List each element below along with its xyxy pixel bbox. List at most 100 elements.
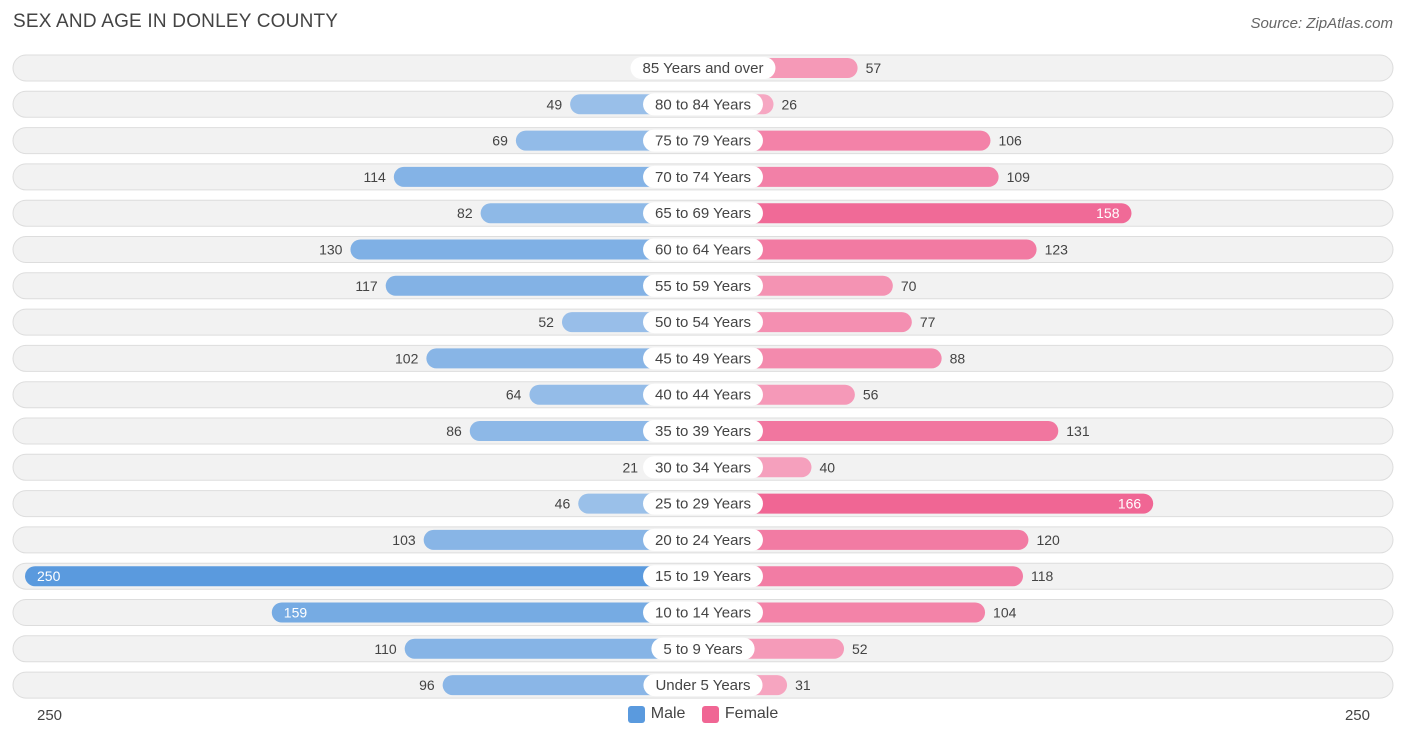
female-value-label-35-to-39-years: 131 <box>1066 423 1090 439</box>
category-label-55-to-59-years: 55 to 59 Years <box>655 278 751 295</box>
male-bar-60-to-64-years[interactable] <box>350 239 703 260</box>
category-pill-30-to-34-years <box>643 456 763 479</box>
male-value-label-35-to-39-years: 86 <box>446 423 462 439</box>
male-bar-5-to-9-years[interactable] <box>404 638 703 659</box>
category-pill-35-to-39-years <box>643 420 763 442</box>
category-pill-45-to-49-years <box>643 347 763 370</box>
male-bar-55-to-59-years[interactable] <box>385 275 703 296</box>
female-bar-20-to-24-years[interactable] <box>703 529 1029 550</box>
male-value-label-40-to-44-years: 64 <box>506 387 522 403</box>
female-value-label-5-to-9-years: 52 <box>852 641 868 657</box>
category-pill-40-to-44-years <box>643 383 763 406</box>
male-value-label-20-to-24-years: 103 <box>392 532 416 548</box>
male-value-label-45-to-49-years: 102 <box>395 350 419 366</box>
female-bar-70-to-74-years[interactable] <box>703 166 999 187</box>
category-pill-50-to-54-years <box>643 311 763 334</box>
legend-swatch-female <box>701 705 719 723</box>
category-label-60-to-64-years: 60 to 64 Years <box>655 242 751 259</box>
legend-swatch-male <box>627 705 645 723</box>
male-value-label-75-to-79-years: 69 <box>492 133 508 149</box>
category-label-85-years-and-over: 85 Years and over <box>643 60 764 77</box>
female-value-label-15-to-19-years: 118 <box>1031 568 1054 584</box>
male-bar-15-to-19-years[interactable] <box>25 566 703 587</box>
category-pill-5-to-9-years <box>651 637 755 660</box>
category-label-5-to-9-years: 5 to 9 Years <box>663 641 742 658</box>
category-pill-85-years-and-over <box>630 57 776 79</box>
category-pill-25-to-29-years <box>643 492 763 515</box>
category-label-under-5-years: Under 5 Years <box>655 677 750 694</box>
female-bar-15-to-19-years[interactable] <box>703 566 1024 587</box>
category-label-65-to-69-years: 65 to 69 Years <box>655 205 751 222</box>
male-value-label-55-to-59-years: 117 <box>355 278 378 294</box>
category-pill-70-to-74-years <box>643 165 763 188</box>
category-label-25-to-29-years: 25 to 29 Years <box>655 496 751 513</box>
category-pill-65-to-69-years <box>643 202 763 225</box>
male-value-label-60-to-64-years: 130 <box>319 242 343 258</box>
category-label-10-to-14-years: 10 to 14 Years <box>655 605 751 622</box>
category-label-45-to-49-years: 45 to 49 Years <box>655 350 751 367</box>
category-label-15-to-19-years: 15 to 19 Years <box>655 568 751 585</box>
legend-item-female[interactable]: Female <box>701 705 779 723</box>
female-bar-65-to-69-years[interactable] <box>703 203 1132 224</box>
female-value-label-60-to-64-years: 123 <box>1045 242 1069 258</box>
male-value-label-5-to-9-years: 110 <box>374 641 397 657</box>
male-bar-under-5-years[interactable] <box>442 675 703 696</box>
male-value-label-10-to-14-years: 159 <box>284 605 308 621</box>
category-pill-60-to-64-years <box>643 238 763 261</box>
female-value-label-75-to-79-years: 106 <box>998 133 1022 149</box>
male-bar-70-to-74-years[interactable] <box>393 166 703 187</box>
female-value-label-50-to-54-years: 77 <box>920 314 936 330</box>
male-bar-20-to-24-years[interactable] <box>423 529 703 550</box>
female-value-label-30-to-34-years: 40 <box>819 459 835 475</box>
female-value-label-40-to-44-years: 56 <box>863 387 879 403</box>
category-pill-20-to-24-years <box>643 528 763 551</box>
category-label-75-to-79-years: 75 to 79 Years <box>655 133 751 150</box>
category-pill-15-to-19-years <box>643 565 763 588</box>
chart-title: SEX AND AGE IN DONLEY COUNTY <box>13 11 339 32</box>
female-bar-75-to-79-years[interactable] <box>703 130 991 151</box>
legend-item-male[interactable]: Male <box>627 705 686 723</box>
category-label-70-to-74-years: 70 to 74 Years <box>655 169 751 186</box>
female-value-label-55-to-59-years: 70 <box>901 278 917 294</box>
male-value-label-under-5-years: 96 <box>419 677 435 693</box>
female-value-label-70-to-74-years: 109 <box>1007 169 1031 185</box>
axis-left-max-label: 250 <box>37 707 63 724</box>
category-label-80-to-84-years: 80 to 84 Years <box>655 96 751 113</box>
axis-right-max-label: 250 <box>1344 707 1370 724</box>
male-value-label-30-to-34-years: 21 <box>622 459 638 475</box>
female-bar-25-to-29-years[interactable] <box>703 493 1154 514</box>
female-value-label-80-to-84-years: 26 <box>782 96 798 112</box>
male-value-label-50-to-54-years: 52 <box>538 314 554 330</box>
female-value-label-20-to-24-years: 120 <box>1036 532 1060 548</box>
source-label: Source: ZipAtlas.com <box>1250 15 1393 32</box>
male-value-label-70-to-74-years: 114 <box>364 169 387 185</box>
female-value-label-25-to-29-years: 166 <box>1118 496 1142 512</box>
male-bar-10-to-14-years[interactable] <box>271 602 703 623</box>
male-value-label-25-to-29-years: 46 <box>555 496 571 512</box>
female-value-label-65-to-69-years: 158 <box>1096 205 1120 221</box>
female-bar-10-to-14-years[interactable] <box>703 602 986 623</box>
category-pill-10-to-14-years <box>643 601 763 624</box>
legend: Male Female <box>0 705 1406 728</box>
female-bar-45-to-49-years[interactable] <box>703 348 942 369</box>
legend-label-male: Male <box>650 705 686 722</box>
category-label-35-to-39-years: 35 to 39 Years <box>655 423 751 440</box>
female-value-label-10-to-14-years: 104 <box>993 605 1017 621</box>
male-value-label-65-to-69-years: 82 <box>457 205 473 221</box>
male-bar-45-to-49-years[interactable] <box>426 348 703 369</box>
category-pill-under-5-years <box>643 674 763 697</box>
female-value-label-45-to-49-years: 88 <box>950 350 966 366</box>
category-label-30-to-34-years: 30 to 34 Years <box>655 459 751 476</box>
female-bar-35-to-39-years[interactable] <box>703 421 1059 441</box>
female-bar-60-to-64-years[interactable] <box>703 239 1037 260</box>
category-pill-75-to-79-years <box>643 129 763 152</box>
category-pill-80-to-84-years <box>643 93 763 116</box>
female-value-label-85-years-and-over: 57 <box>866 60 882 76</box>
category-label-50-to-54-years: 50 to 54 Years <box>655 314 751 331</box>
male-value-label-80-to-84-years: 49 <box>547 96 563 112</box>
male-value-label-15-to-19-years: 250 <box>37 568 61 584</box>
category-pill-55-to-59-years <box>643 274 763 297</box>
legend-label-female: Female <box>724 705 779 722</box>
category-label-20-to-24-years: 20 to 24 Years <box>655 532 751 549</box>
